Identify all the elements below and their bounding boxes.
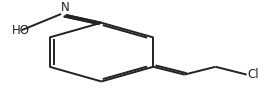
Text: Cl: Cl	[248, 68, 259, 81]
Text: HO: HO	[11, 24, 30, 38]
Text: N: N	[61, 1, 70, 15]
